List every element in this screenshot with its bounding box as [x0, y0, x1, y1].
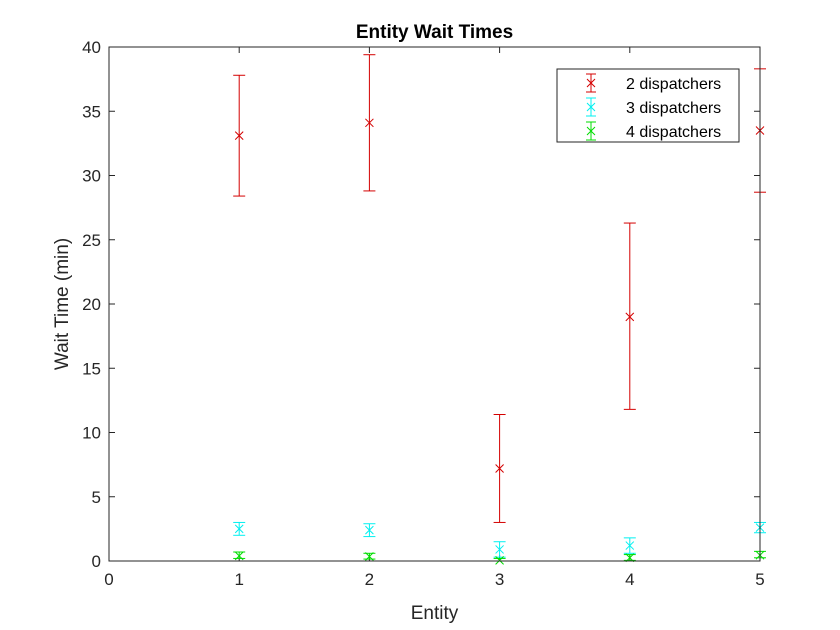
y-tick-label: 5: [92, 488, 101, 507]
data-point: [495, 464, 504, 473]
legend-items: 2 dispatchers 3 dispatchers 4 dispatchers: [586, 73, 721, 141]
legend-label: 3 dispatchers: [626, 100, 721, 117]
data-point: [365, 525, 374, 535]
marks-layer: [233, 54, 766, 565]
x-tick-label: 2: [365, 570, 374, 589]
x-tick-label: 5: [755, 570, 764, 589]
x-tick-label: 0: [104, 570, 113, 589]
y-tick-label: 40: [82, 38, 101, 57]
y-tick-label: 10: [82, 424, 101, 443]
x-tick-label: 1: [234, 570, 243, 589]
x-tick-label: 3: [495, 570, 504, 589]
y-axis-title: Wait Time (min): [52, 238, 73, 370]
data-point: [234, 524, 244, 534]
legend-swatch-marker: [586, 102, 596, 112]
ticks-layer: 0 1 2 3 4 5 0 5 10 15 20 25 30 35 40: [82, 38, 765, 589]
data-point: [365, 118, 374, 128]
legend-label: 2 dispatchers: [626, 76, 721, 93]
legend-item: 3 dispatchers: [586, 97, 721, 117]
legend-swatch-marker: [586, 78, 596, 88]
x-axis-title: Entity: [411, 603, 459, 624]
data-point: [625, 312, 635, 322]
y-tick-label: 25: [82, 231, 101, 250]
legend-item: 2 dispatchers: [586, 73, 721, 93]
legend-swatch-marker: [586, 126, 596, 136]
legend: 2 dispatchers 3 dispatchers 4 dispatchers: [556, 68, 740, 143]
axes-box: [108, 46, 761, 562]
y-tick-label: 15: [82, 359, 101, 378]
chart-title: Entity Wait Times: [356, 22, 513, 43]
data-point: [234, 131, 244, 141]
series-3: [233, 550, 766, 565]
legend-label: 4 dispatchers: [626, 124, 721, 141]
data-point: [495, 556, 504, 565]
y-tick-label: 30: [82, 167, 101, 186]
legend-item: 4 dispatchers: [586, 121, 721, 141]
y-tick-label: 35: [82, 102, 101, 121]
y-tick-label: 20: [82, 295, 101, 314]
data-point: [625, 553, 635, 563]
data-point: [495, 545, 504, 554]
y-tick-label: 0: [92, 552, 101, 571]
data-point: [365, 552, 374, 561]
data-point: [625, 541, 635, 550]
legend-box: [556, 68, 740, 143]
data-point: [234, 551, 244, 561]
x-tick-label: 4: [625, 570, 634, 589]
